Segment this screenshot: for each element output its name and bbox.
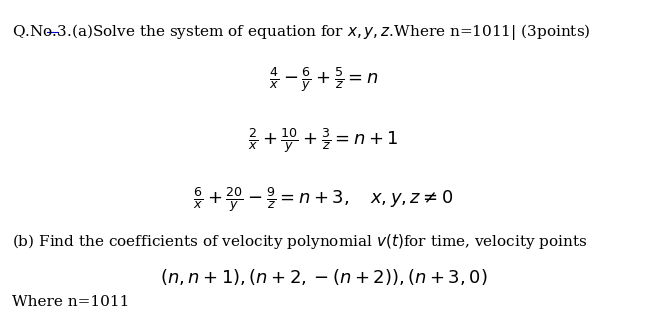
Text: (b) Find the coefficients of velocity polynomial $v(t)$for time, velocity points: (b) Find the coefficients of velocity po… <box>12 232 587 251</box>
Text: Where n=1011: Where n=1011 <box>12 295 129 309</box>
Text: $\frac{6}{x} + \frac{20}{y} - \frac{9}{z} = n + 3, \quad x, y, z \neq 0$: $\frac{6}{x} + \frac{20}{y} - \frac{9}{z… <box>193 185 454 214</box>
Text: Q.No.3.(a)Solve the system of equation for $x, y, z$.Where n=1011| (3points): Q.No.3.(a)Solve the system of equation f… <box>12 22 590 42</box>
Text: $\frac{2}{x} + \frac{10}{y} + \frac{3}{z} = n + 1$: $\frac{2}{x} + \frac{10}{y} + \frac{3}{z… <box>248 126 399 155</box>
Text: $(n, n+1), (n+2, -(n+2)), (n+3, 0)$: $(n, n+1), (n+2, -(n+2)), (n+3, 0)$ <box>160 267 487 287</box>
Text: $\frac{4}{x} - \frac{6}{y} + \frac{5}{z} = n$: $\frac{4}{x} - \frac{6}{y} + \frac{5}{z}… <box>269 65 378 94</box>
